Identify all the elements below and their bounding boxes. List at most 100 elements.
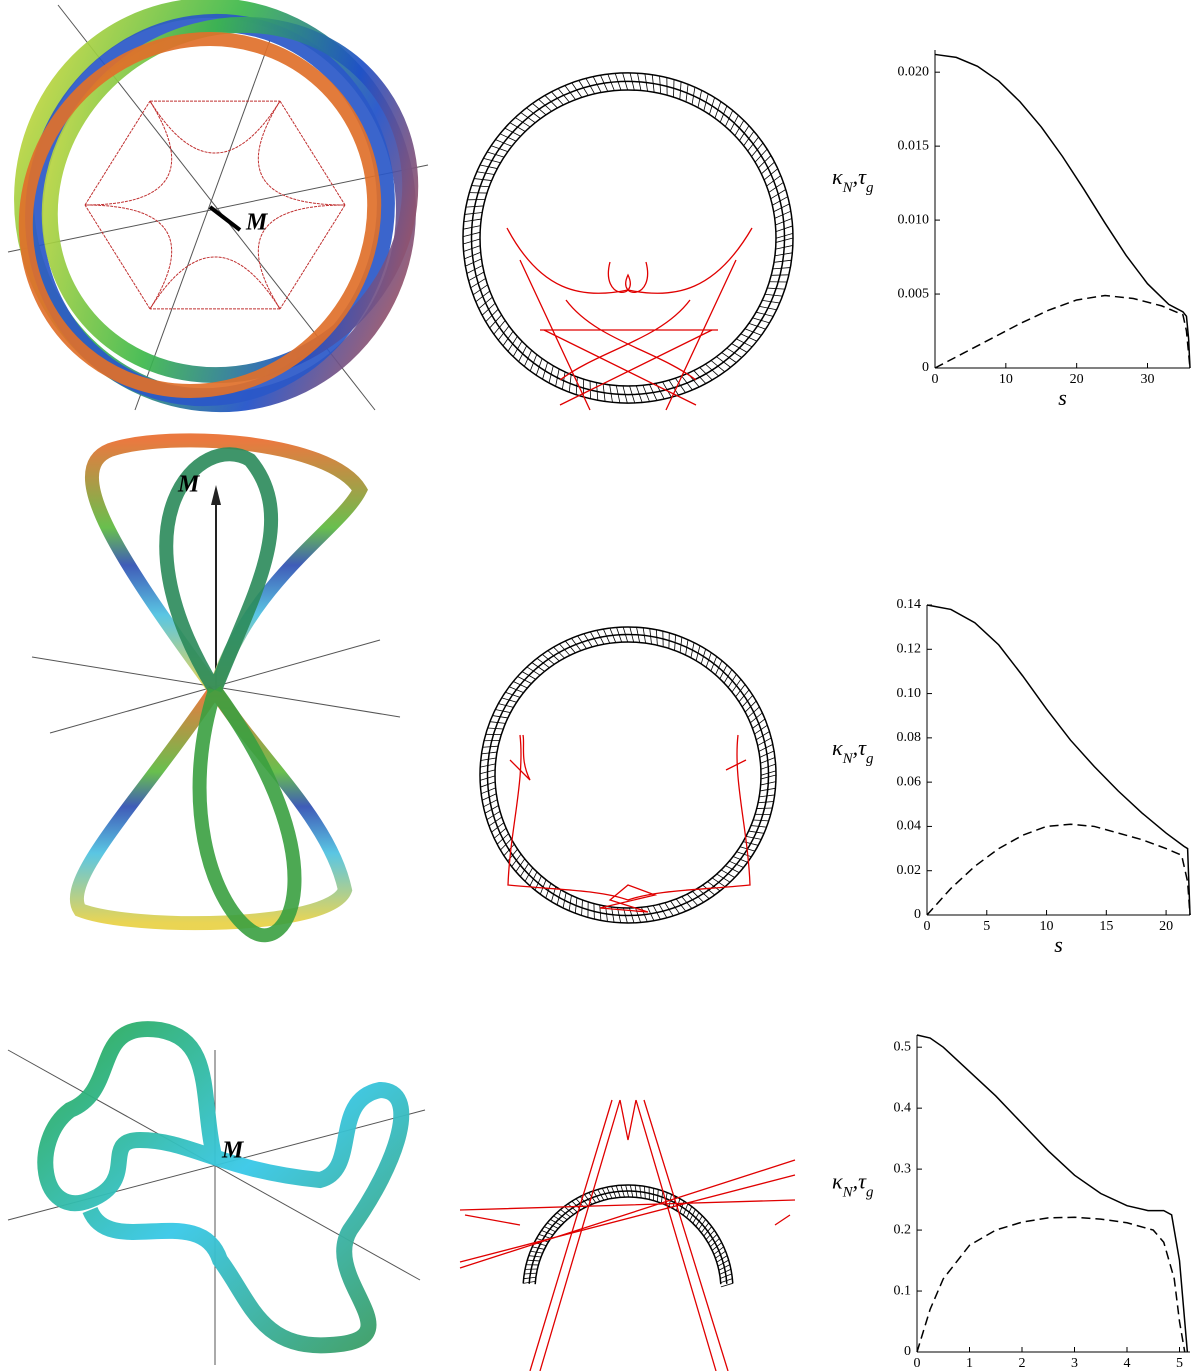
red-curve [529,1099,729,1371]
y-tick-label: 0.3 [894,1161,912,1176]
ring-hatch [664,1192,668,1205]
ring-hatch [493,827,507,839]
x-tick-label: 10 [1040,919,1054,934]
ring-hatch [757,737,772,746]
ring-hatch [483,158,501,164]
ring-hatch [523,350,532,367]
y-axis-label: κN,τg [832,1169,874,1201]
y-tick-label: 0.5 [894,1039,912,1054]
ring-hatch [682,1203,689,1216]
ring-hatch [495,139,512,147]
ring-hatch [686,1206,693,1218]
ring-hatch [710,656,718,672]
ring-hatch [482,793,497,801]
y-axis-label: κN,τg [832,164,874,196]
red-curve [509,734,747,781]
ring-hatch [720,869,735,878]
y-label-part: g [866,180,874,196]
ring-hatch [657,1189,659,1202]
ring-hatch [692,1212,700,1224]
ring-hatch [774,210,791,219]
ring-hatch [597,1189,605,1201]
ring-hatch [544,1226,556,1233]
ring-hatch [596,630,605,645]
ring-hatch [536,657,550,669]
ring-hatch [463,245,481,252]
ring-hatch [507,336,518,352]
ring-hatch [462,231,481,238]
y-tick-label: 0.06 [897,774,922,789]
ring-hatch [474,178,492,181]
ring-hatch [775,232,794,239]
series-line [934,53,1191,369]
red-curve [599,884,658,913]
ring-hatch [675,377,686,393]
ring-hatch [637,73,642,91]
ring-hatch [463,225,481,230]
ring-hatch [491,822,505,833]
ring-hatch [761,161,775,175]
y-label-part: κ [832,1169,843,1194]
x-tick-label: 20 [1070,372,1084,387]
ring-hatch [463,218,482,223]
ring-hatch [649,384,658,401]
y-tick-label: 0.02 [897,863,922,878]
ring-hatch [547,650,560,662]
ring-hatch [714,101,722,119]
ring-hatch [725,865,740,873]
ring-hatch [588,1192,597,1203]
x-tick-label: 0 [924,919,931,934]
ring-hatch [636,627,641,643]
ring-hatch [754,148,768,163]
ring-hatch [553,646,565,659]
ring-hatch [464,251,481,260]
ring-hatch [555,368,560,387]
ring-hatch [517,676,532,684]
ring-hatch [658,904,668,919]
x-axis-label: s [1058,385,1067,410]
ring-hatch [679,81,682,100]
ring-hatch [747,136,759,152]
ring-hatch [759,794,775,798]
ring-hatch [486,810,501,821]
ring-hatch [774,252,793,257]
ring-hatch [752,718,766,729]
ring-hatch [616,627,623,643]
red-curve [459,1159,796,1269]
ring-hatch [756,807,773,809]
ring-hatch [548,365,554,383]
ring-hatch [744,700,757,713]
ring-hatch [615,385,621,403]
ring-hatch [622,385,628,404]
ring-hatch [526,107,541,119]
ring-hatch [655,629,658,646]
ring-hatch [670,900,680,914]
ring-hatch [504,127,521,137]
ring-hatch [748,323,766,330]
m-label: M [245,210,269,236]
ring-hatch [729,115,739,132]
ring-hatch [625,1184,630,1198]
ring-hatch [755,311,774,317]
ring-hatch [736,338,753,348]
ring-hatch [489,314,502,329]
ring-hatch [763,168,779,181]
ring-hatch [532,103,547,116]
ring-hatch [775,245,793,250]
y-label-part: ,τ [853,164,868,189]
ring-hatch [705,363,719,377]
x-tick-label: 15 [1099,919,1113,934]
ring-hatch [614,73,622,91]
ring-hatch [768,182,784,193]
ring-hatch [754,724,768,735]
red-web [84,100,173,206]
ring-hatch [503,843,515,856]
ring-hatch [760,763,776,770]
ring-hatch [629,626,635,643]
ring-hatch [568,895,572,911]
ring-hatch [756,731,770,741]
ring-hatch [773,259,792,263]
ring-hatch [491,145,508,152]
